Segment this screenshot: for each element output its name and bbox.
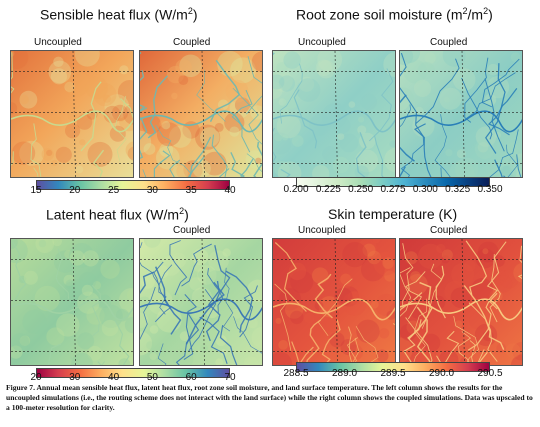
colorbar-tick-label: 70 (224, 372, 236, 383)
colorbar-tick-label: 0.300 (412, 184, 438, 195)
coupled-label: Coupled (430, 225, 468, 236)
colorbar-tick-label: 290.5 (477, 368, 503, 379)
colorbar-tick-label: 0.250 (348, 184, 374, 195)
panel-title: Latent heat flux (W/m2) (46, 206, 189, 223)
colorbar-tick-label: 0.350 (477, 184, 503, 195)
map-uncoupled (10, 50, 134, 178)
panel-title: Root zone soil moisture (m2/m2) (296, 6, 493, 23)
colorbar-tick-label: 0.325 (445, 184, 471, 195)
colorbar-tick-label: 0.200 (283, 184, 309, 195)
colorbar-tick-label: 0.275 (380, 184, 406, 195)
panel-title: Sensible heat flux (W/m2) (40, 6, 198, 23)
colorbar-tick-label: 290.0 (428, 368, 455, 379)
colorbar-tick-label: 20 (69, 185, 81, 196)
map-uncoupled (10, 238, 134, 366)
map-coupled (399, 50, 523, 178)
colorbar (296, 362, 490, 372)
uncoupled-label: Uncoupled (34, 37, 82, 48)
coupled-label: Coupled (173, 225, 211, 236)
map-coupled (399, 238, 523, 366)
colorbar-tick-label: 20 (30, 372, 42, 383)
uncoupled-label: Uncoupled (298, 225, 346, 236)
map-uncoupled (272, 50, 396, 178)
colorbar-tick-label: 50 (146, 372, 158, 383)
colorbar-tick-label: 40 (224, 185, 236, 196)
colorbar-tick-label: 289.0 (331, 368, 358, 379)
colorbar (296, 177, 490, 187)
panel-title: Skin temperature (K) (328, 206, 458, 222)
colorbar (36, 368, 230, 378)
colorbar-tick-label: 40 (108, 372, 120, 383)
colorbar-tick-label: 30 (69, 372, 81, 383)
colorbar-tick-label: 15 (30, 185, 42, 196)
colorbar-tick-label: 289.5 (380, 368, 406, 379)
colorbar-tick-label: 0.225 (315, 184, 341, 195)
coupled-label: Coupled (430, 37, 468, 48)
map-uncoupled (272, 238, 396, 366)
uncoupled-label: Uncoupled (298, 37, 346, 48)
colorbar-tick-label: 35 (185, 185, 197, 196)
colorbar-tick-label: 25 (108, 185, 120, 196)
colorbar-tick-label: 30 (146, 185, 158, 196)
figure-caption: Figure 7. Annual mean sensible heat flux… (6, 383, 533, 412)
map-coupled (139, 50, 263, 178)
colorbar-tick-label: 60 (185, 372, 197, 383)
colorbar (36, 180, 230, 190)
colorbar-tick-label: 288.5 (283, 368, 309, 379)
map-coupled (139, 238, 263, 366)
coupled-label: Coupled (173, 37, 211, 48)
